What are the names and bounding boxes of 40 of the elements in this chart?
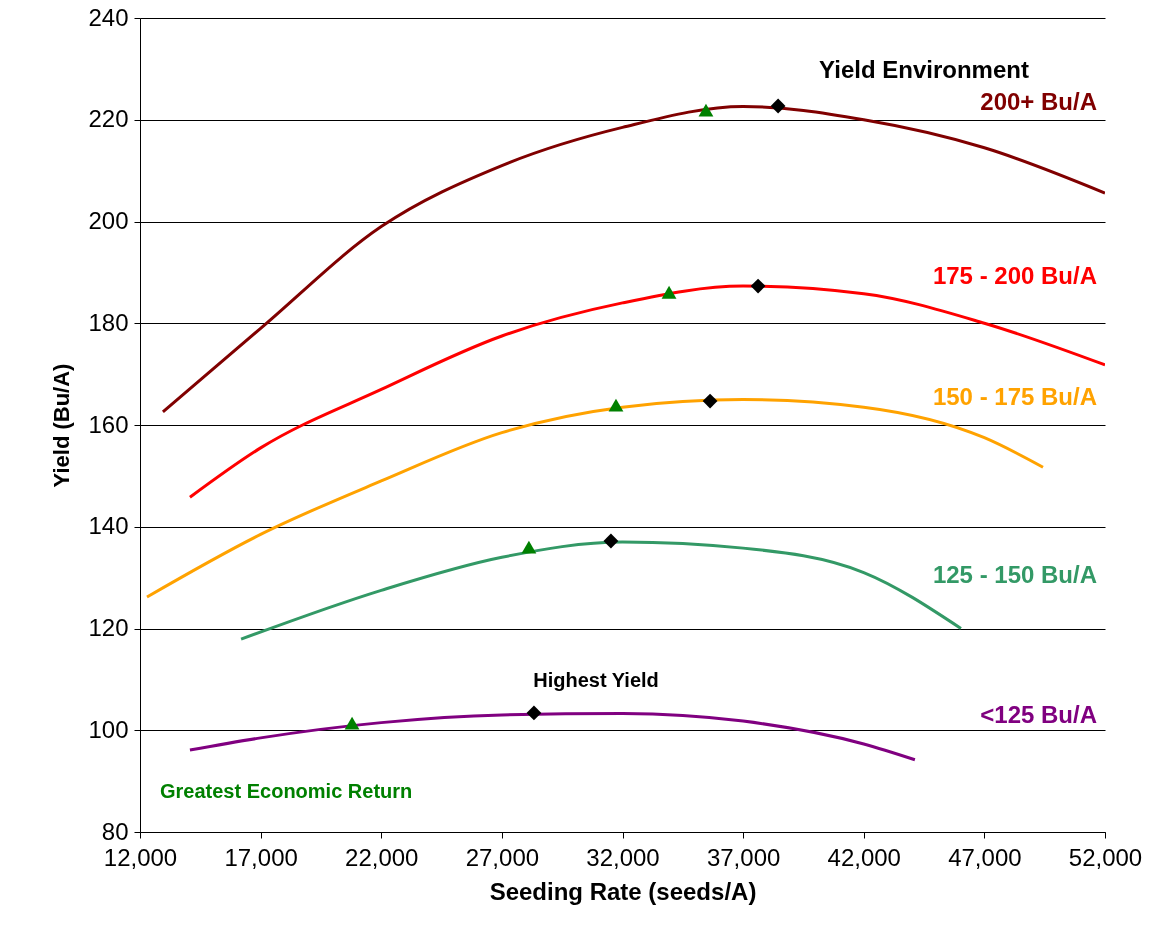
y-tick-label: 160 (88, 410, 129, 438)
point (603, 533, 619, 549)
y-tick-label: 200 (88, 207, 129, 234)
point (526, 705, 542, 721)
series-label: 200+ Bu/A (980, 88, 1097, 115)
y-tick-label: 180 (88, 308, 129, 336)
y-tick-label: 80 (101, 817, 129, 845)
x-tick-label: 32,000 (586, 843, 660, 871)
x-tick-label: 47,000 (948, 843, 1022, 871)
x-tick-label: 37,000 (706, 843, 781, 871)
series-label: 175 - 200 Bu/A (932, 262, 1097, 289)
x-tick-label: 17,000 (224, 843, 298, 871)
annotation: Yield Environment (819, 56, 1029, 83)
y-tick-label: 120 (88, 614, 129, 641)
x-tick-label: 52,000 (1068, 843, 1143, 871)
series-label: 150 - 175 Bu/A (932, 383, 1097, 410)
line-series (188, 711, 917, 762)
series-label: Highest Yield (533, 669, 659, 691)
series-label: 125 - 150 Bu/A (932, 561, 1097, 588)
line-series (188, 284, 1105, 499)
text: <125 Bu/A (980, 701, 1097, 728)
point (521, 540, 537, 554)
point (750, 278, 766, 294)
point (698, 103, 714, 117)
x-tick-label: 22,000 (345, 843, 419, 871)
y-tick-label: 240 (88, 3, 129, 31)
point (344, 716, 360, 730)
x-tick-label: 27,000 (465, 843, 540, 871)
y-tick-label: 140 (88, 512, 129, 540)
x-tick-label: 42,000 (827, 843, 901, 871)
point (661, 285, 677, 299)
x-tick-label: 12,000 (103, 843, 178, 871)
text: Greatest Economic Return (160, 780, 413, 802)
point (770, 98, 786, 114)
y-tick-label: 100 (88, 715, 129, 743)
point (702, 393, 718, 409)
y-axis-title: Yield (Bu/A) (49, 363, 75, 488)
point (608, 398, 624, 412)
y-tick-label: 220 (88, 105, 129, 133)
x-axis-title: Seeding Rate (seeds/A) (489, 877, 757, 905)
